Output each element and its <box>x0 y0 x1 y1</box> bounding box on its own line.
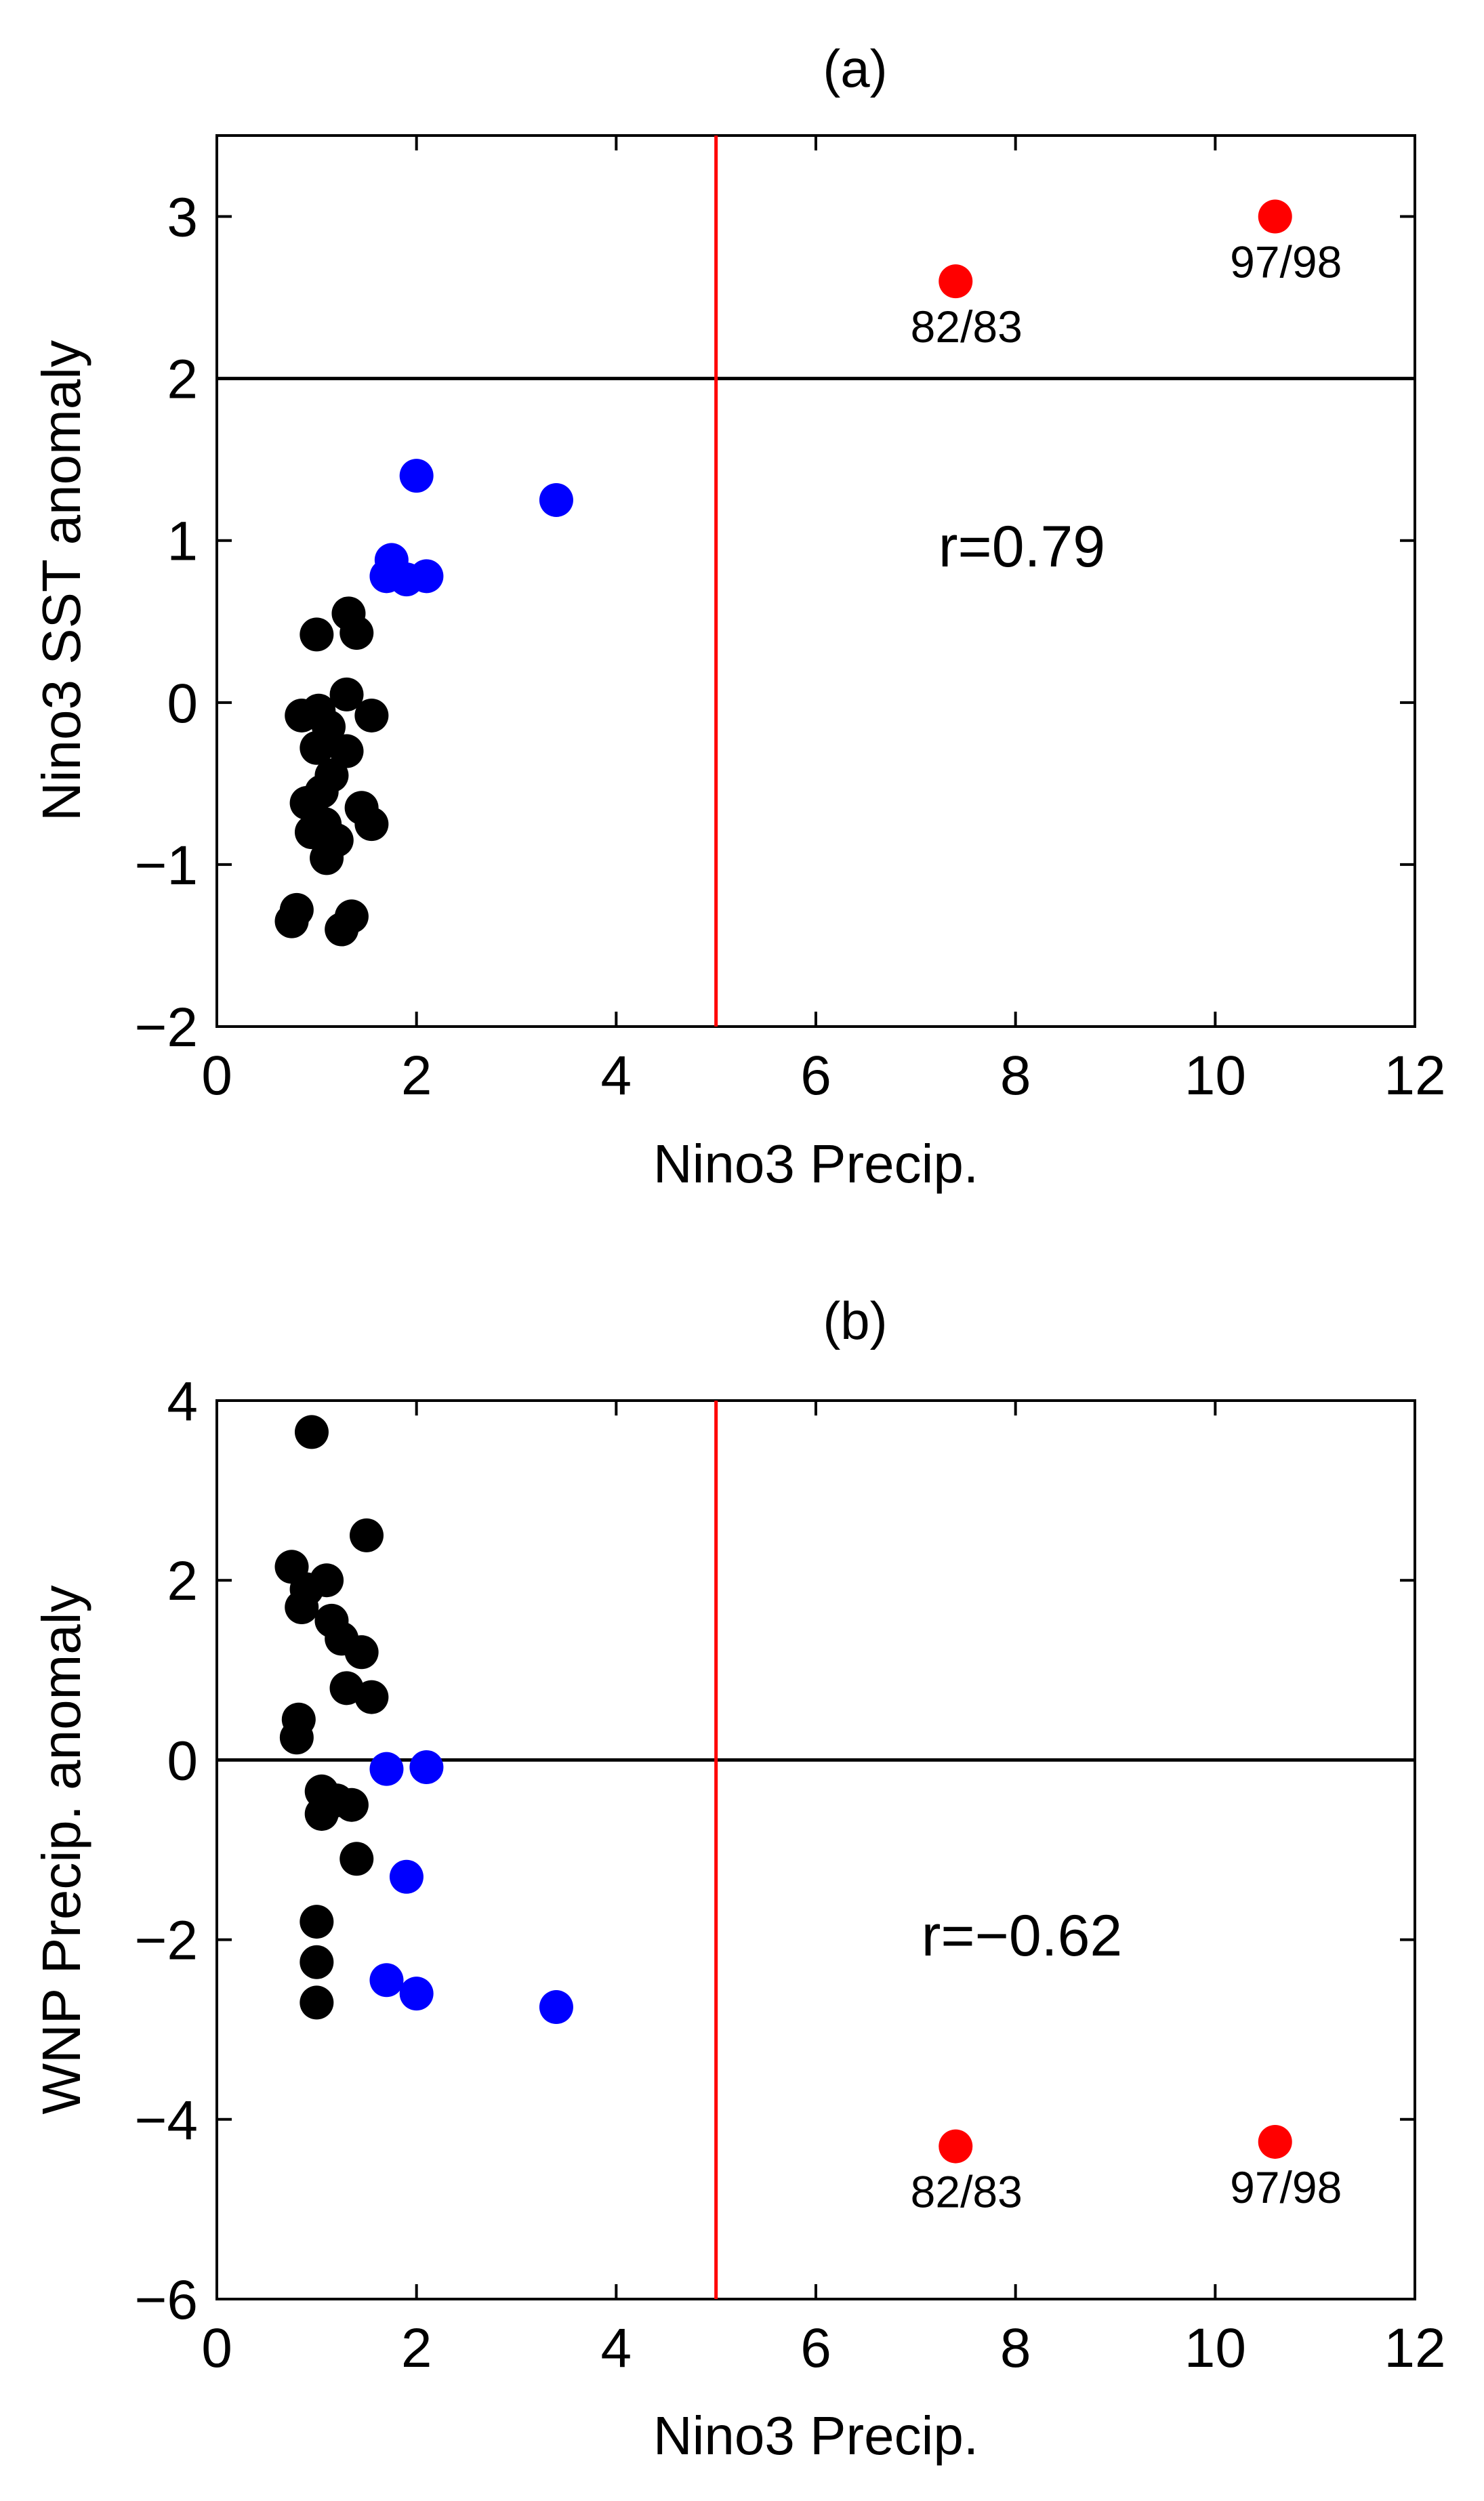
panel-a-x-axis-label: Nino3 Precip. <box>653 1134 978 1194</box>
panel-a-x-tick-label: 6 <box>800 1045 831 1107</box>
panel-b-y-tick-label: 2 <box>167 1550 198 1612</box>
panel-b-x-tick-label: 8 <box>1000 2317 1031 2379</box>
panel-b-y-tick-label: −6 <box>135 2269 199 2331</box>
panel-a-correlation: r=0.79 <box>939 514 1105 579</box>
panel-a-annotations: 82/83 97/98 <box>911 237 1342 352</box>
panel-a-point-black <box>354 807 389 842</box>
panel-b-correlation: r=−0.62 <box>922 1903 1122 1968</box>
panel-b-point-blue <box>399 1977 434 2011</box>
panel-a-y-tick-label: −2 <box>135 997 199 1058</box>
panel-a-point-black <box>334 899 369 934</box>
panel-a-y-tick-label: 2 <box>167 349 198 411</box>
panel-b-point-blue <box>369 1963 404 1998</box>
panel-a-point-black <box>319 823 354 858</box>
panel-a-point-blue <box>399 459 434 493</box>
panel-a-point-annotation: 97/98 <box>1230 237 1342 287</box>
panel-b-y-tick-label: −2 <box>135 1910 199 1972</box>
panel-a-x-tick-label: 2 <box>401 1045 432 1107</box>
panel-a-x-tick-label: 8 <box>1000 1045 1031 1107</box>
panel-b-x-tick-label: 4 <box>601 2317 632 2379</box>
panel-b-x-tick-label: 10 <box>1184 2317 1246 2379</box>
panel-a-point-red <box>1258 199 1292 234</box>
panel-b-y-tick-label: −4 <box>135 2090 199 2151</box>
panel-a-point-black <box>314 758 349 793</box>
panel-b-annotations: 82/83 97/98 <box>911 2162 1342 2217</box>
panel-a-y-tick-label: 0 <box>167 673 198 735</box>
panel-b-point-blue <box>369 1752 404 1786</box>
panel-a-y-tick-label: −1 <box>135 835 199 896</box>
panel-a-title: (a) <box>823 39 887 98</box>
panel-b-x-tick-label: 0 <box>201 2317 232 2379</box>
panel-a-point-black <box>339 616 374 650</box>
panel-b-frame <box>215 1399 1416 2300</box>
panel-b-points <box>274 1415 1292 2164</box>
panel-a-y-tick-label: 1 <box>167 511 198 573</box>
panel-b-title: (b) <box>823 1291 887 1350</box>
panel-a-point-black <box>329 677 364 711</box>
panel-b-y-tick-label: 0 <box>167 1730 198 1792</box>
panel-a-point-black <box>279 892 314 927</box>
panel-b: (b) 0 2 4 6 8 10 12 −6 −4 −2 0 2 4 82/83 97/98 r=−0.6… <box>31 1291 1446 2466</box>
panel-a-y-tick-label: 3 <box>167 187 198 249</box>
panel-a-point-black <box>354 698 389 732</box>
panel-b-point-black <box>350 1518 384 1552</box>
panel-b-x-tick-label: 12 <box>1384 2317 1445 2379</box>
panel-b-point-blue <box>539 1990 573 2025</box>
panel-b-point-black <box>310 1563 344 1598</box>
panel-b-point-black <box>294 1415 329 1449</box>
panel-b-point-red <box>939 2129 973 2164</box>
panel-b-point-black <box>354 1680 389 1714</box>
panel-a-point-red <box>939 264 973 299</box>
panel-b-point-black <box>334 1787 369 1822</box>
panel-a-x-tick-label: 12 <box>1384 1045 1445 1107</box>
panel-b-point-black <box>300 1985 334 2020</box>
panel-b-point-black <box>281 1702 316 1737</box>
panel-b-point-black <box>300 1905 334 1939</box>
panel-a-reference-lines <box>217 136 1415 1027</box>
panel-b-point-blue <box>409 1750 444 1785</box>
panel-a-y-axis-label: Nino3 SST anomaly <box>31 340 91 821</box>
panel-b-x-tick-label: 2 <box>401 2317 432 2379</box>
panel-a-point-black <box>312 709 346 744</box>
panel-b-y-axis-label: WNP Precip. anomaly <box>31 1585 91 2114</box>
panel-a-x-tick-label: 10 <box>1184 1045 1246 1107</box>
panel-a-point-black <box>300 617 334 652</box>
panel-b-ticks: 0 2 4 6 8 10 12 −6 −4 −2 0 2 4 <box>135 1371 1446 2379</box>
panel-b-point-red <box>1258 2124 1292 2159</box>
panel-b-x-tick-label: 6 <box>800 2317 831 2379</box>
panel-a-point-black <box>329 734 364 768</box>
panel-b-point-black <box>339 1842 374 1876</box>
panel-a-x-tick-label: 0 <box>201 1045 232 1107</box>
panel-b-point-black <box>344 1635 379 1670</box>
panel-b-point-annotation: 82/83 <box>911 2167 1023 2217</box>
panel-b-point-blue <box>389 1859 424 1894</box>
panel-a-point-blue <box>409 559 444 594</box>
panel-b-point-black <box>300 1945 334 1979</box>
panel-a-point-annotation: 82/83 <box>911 302 1023 352</box>
panel-a-x-tick-label: 4 <box>601 1045 632 1107</box>
panel-b-y-tick-label: 4 <box>167 1371 198 1432</box>
panel-a-points <box>274 199 1292 947</box>
panel-b-point-annotation: 97/98 <box>1230 2162 1342 2212</box>
panel-a-point-blue <box>539 482 573 517</box>
panel-b-x-axis-label: Nino3 Precip. <box>653 2405 978 2466</box>
